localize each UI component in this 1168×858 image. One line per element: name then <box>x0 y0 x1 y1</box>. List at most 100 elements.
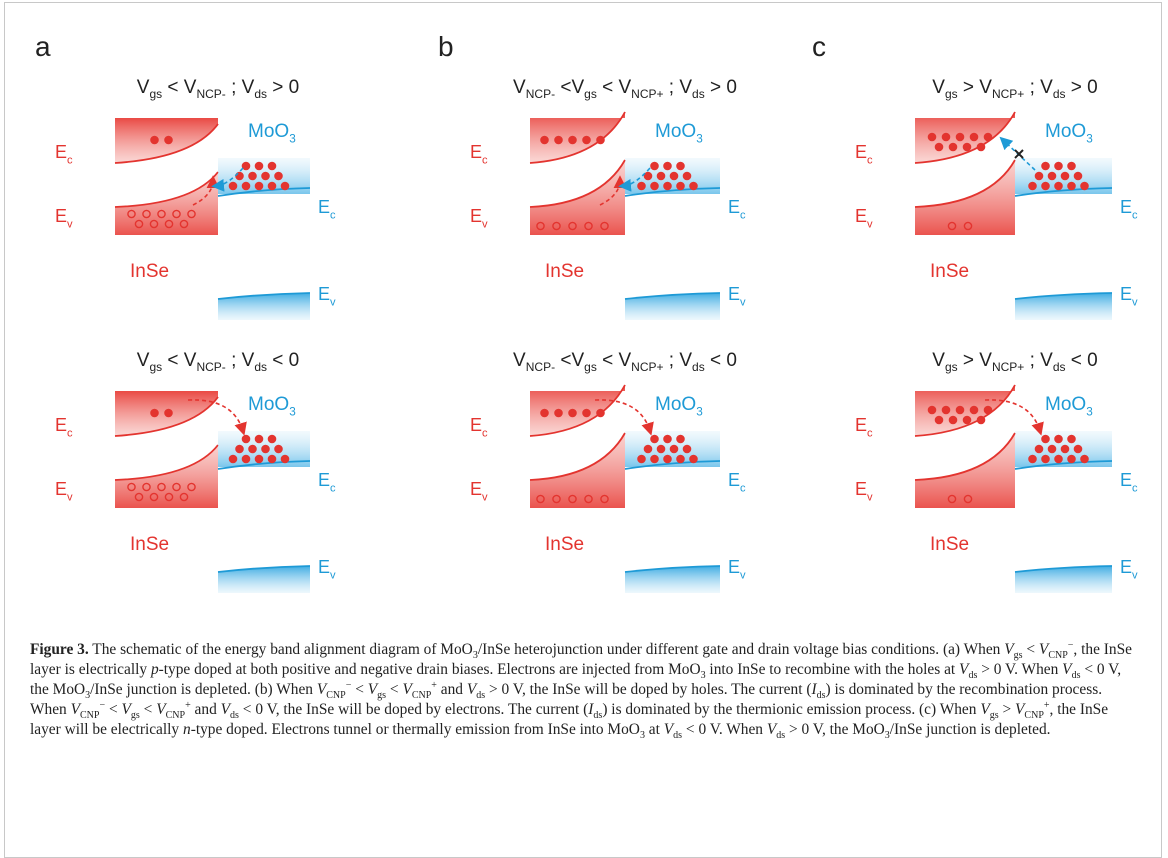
moo3-ev-label-sub: v <box>330 569 336 581</box>
condition-part: < 0 <box>1066 350 1098 371</box>
inse-ec-label: Ec <box>55 415 73 439</box>
electron <box>1073 171 1083 181</box>
inse-ec-line <box>529 111 626 164</box>
caption-part: and <box>436 681 467 698</box>
moo3-ev-label: Ev <box>318 284 336 308</box>
inse-ev-label-sub: v <box>67 491 73 503</box>
caption-part: CNP <box>80 710 100 722</box>
hole <box>947 221 957 231</box>
inse-ec-line <box>529 384 626 437</box>
caption-part: < <box>386 681 403 698</box>
condition-part: V <box>137 77 150 98</box>
caption-part: , the InSe layer will be electrically <box>30 701 1109 738</box>
hole <box>568 221 577 231</box>
inse-valence-band <box>115 172 218 235</box>
moo3-ev-label-main: E <box>1120 284 1132 304</box>
hole <box>536 494 545 504</box>
electron <box>1054 161 1063 171</box>
caption-part: V <box>466 681 477 698</box>
electron <box>540 135 549 145</box>
electron <box>1034 444 1044 454</box>
caption-part: 3 <box>884 730 890 742</box>
caption-part: V <box>1015 701 1025 718</box>
condition-part: > 0 <box>705 77 737 98</box>
caption-part: > <box>998 701 1016 718</box>
condition-part: V <box>513 350 526 371</box>
caption-part: I <box>811 681 817 698</box>
inse-ec-line <box>114 123 219 164</box>
moo3-ec-label-sub: c <box>330 209 336 221</box>
caption-part: + <box>431 679 437 691</box>
inse-ev-label-sub: v <box>482 491 488 503</box>
moo3-label-sub: 3 <box>1086 133 1093 146</box>
inse-ev-label-sub: v <box>67 218 73 230</box>
moo3-label-sub: 3 <box>696 133 703 146</box>
condition-part: gs <box>149 360 162 374</box>
electron <box>969 132 979 142</box>
inse-ec-label-main: E <box>55 142 67 162</box>
electron <box>948 142 958 152</box>
moo3-ec-line <box>217 187 311 197</box>
moo3-ec-label: Ec <box>728 470 746 494</box>
moo3-ev-label-main: E <box>1120 557 1132 577</box>
condition-part: NCP+ <box>992 87 1024 101</box>
bias-condition: Vgs < VNCP- ; Vds > 0 <box>137 77 299 101</box>
hole <box>187 482 196 492</box>
caption-part: CNP <box>1024 710 1044 722</box>
condition-part: < V <box>162 77 197 98</box>
caption-part: /InSe heterojunction under different gat… <box>477 641 1005 658</box>
caption-part: V <box>220 701 231 718</box>
electron <box>643 171 653 181</box>
moo3-ev-line <box>1014 292 1113 300</box>
condition-part: > 0 <box>267 77 299 98</box>
condition-part: gs <box>584 360 597 374</box>
caption-part: − <box>345 679 352 691</box>
inse-ec-label-main: E <box>55 415 67 435</box>
inse-ec-label-main: E <box>855 415 867 435</box>
condition-part: ds <box>254 360 267 374</box>
electron <box>976 415 986 425</box>
condition-part: < 0 <box>705 350 737 371</box>
moo3-ev-line <box>1014 565 1113 573</box>
moo3-ec-label-sub: c <box>1132 209 1138 221</box>
inse-ev-label: Ev <box>55 479 73 503</box>
condition-part: gs <box>945 87 958 101</box>
condition-part: ; V <box>1024 77 1053 98</box>
condition-part: NCP+ <box>631 87 663 101</box>
inse-ev-label-main: E <box>855 479 867 499</box>
condition-part: ; V <box>1024 350 1053 371</box>
inse-ev-label: Ev <box>855 206 873 230</box>
electron <box>540 408 549 418</box>
moo3-label-main: MoO <box>248 121 289 142</box>
bias-condition: Vgs > VNCP+ ; Vds > 0 <box>932 77 1097 101</box>
caption-part: ds <box>476 690 486 702</box>
caption-part: V <box>1062 661 1072 678</box>
electron <box>637 454 646 464</box>
caption-part: > 0 V, the InSe will be doped by holes. … <box>485 681 812 698</box>
electron <box>274 444 283 454</box>
moo3-ev-label-main: E <box>728 557 740 577</box>
hole <box>552 221 561 231</box>
inse-ev-label-sub: v <box>867 491 873 503</box>
electron <box>941 132 951 142</box>
electron <box>228 454 238 464</box>
electron <box>1054 181 1063 191</box>
electron <box>669 171 679 181</box>
moo3-ev-label: Ev <box>728 284 746 308</box>
inse-valence-band <box>530 433 625 508</box>
moo3-valence-band <box>625 566 720 593</box>
hole <box>142 482 151 492</box>
inse-ec-label-sub: c <box>67 154 73 166</box>
moo3-ev-label: Ev <box>1120 284 1138 308</box>
caption-part: < 0 V. When <box>682 721 767 738</box>
inse-ev-label-sub: v <box>867 218 873 230</box>
moo3-label-main: MoO <box>655 121 696 142</box>
electron <box>676 434 685 444</box>
hole <box>536 221 545 231</box>
moo3-label: MoO3 <box>655 394 703 419</box>
inse-ec-label-sub: c <box>67 427 73 439</box>
electron <box>663 181 672 191</box>
caption-part: 3 <box>639 730 645 742</box>
condition-part: > 0 <box>1066 77 1098 98</box>
